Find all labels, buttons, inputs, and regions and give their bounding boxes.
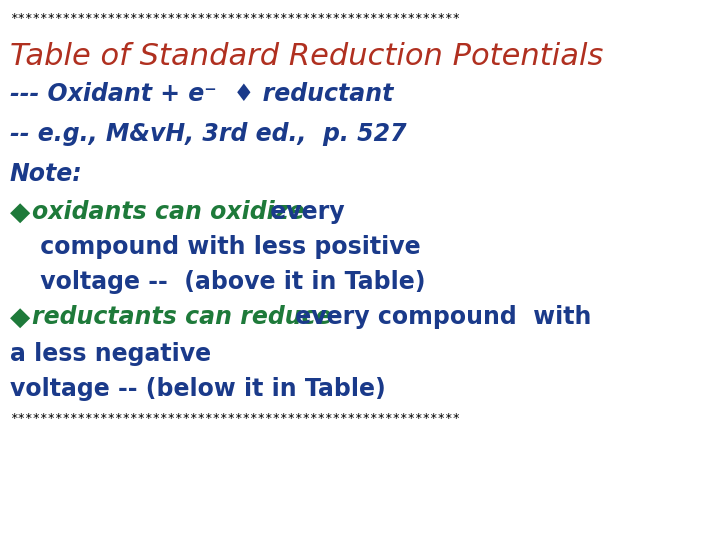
- Text: -- e.g., M&vH, 3rd ed.,  p. 527: -- e.g., M&vH, 3rd ed., p. 527: [10, 122, 407, 146]
- Text: every: every: [262, 200, 345, 224]
- Text: compound with less positive: compound with less positive: [32, 235, 420, 259]
- Text: ************************************************************: ****************************************…: [10, 12, 460, 25]
- Text: ◆: ◆: [10, 200, 30, 226]
- Text: every compound  with: every compound with: [287, 305, 591, 329]
- Text: reductants can reduce: reductants can reduce: [32, 305, 332, 329]
- Text: ************************************************************: ****************************************…: [10, 412, 460, 425]
- Text: Table of Standard Reduction Potentials: Table of Standard Reduction Potentials: [10, 42, 603, 71]
- Text: Note:: Note:: [10, 162, 83, 186]
- Text: a less negative: a less negative: [10, 342, 211, 366]
- Text: --- Oxidant + e⁻  ♦ reductant: --- Oxidant + e⁻ ♦ reductant: [10, 82, 393, 106]
- Text: voltage --  (above it in Table): voltage -- (above it in Table): [32, 270, 426, 294]
- Text: voltage -- (below it in Table): voltage -- (below it in Table): [10, 377, 386, 401]
- Text: ◆: ◆: [10, 305, 30, 331]
- Text: oxidants can oxidize: oxidants can oxidize: [32, 200, 305, 224]
